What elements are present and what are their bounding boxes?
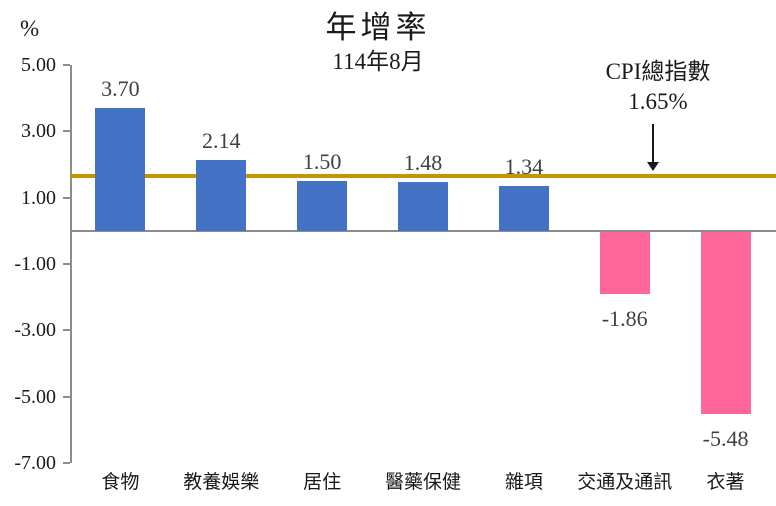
- y-tick-mark: [63, 64, 70, 66]
- y-tick-label: 1.00: [21, 186, 56, 209]
- category-label: 食物: [101, 472, 140, 493]
- y-tick-label: -1.00: [14, 253, 56, 275]
- bar-6: [599, 231, 650, 294]
- bar-5: [498, 186, 549, 231]
- x-axis-zero-line: [70, 229, 776, 232]
- bar-value-label: -5.48: [702, 425, 749, 451]
- chart-subtitle: 114年8月: [332, 49, 424, 74]
- category-label: 衣著: [706, 472, 745, 493]
- bar-4: [398, 181, 448, 231]
- cpi-annotation-value: 1.65%: [628, 89, 688, 114]
- bar-value-label: -1.86: [601, 305, 648, 331]
- down-arrow-icon: [647, 124, 659, 172]
- bar-7: [700, 231, 751, 414]
- y-axis-unit-label: %: [20, 16, 40, 41]
- bar-3: [297, 181, 348, 231]
- y-tick-mark: [63, 130, 70, 133]
- bar-value-label: 1.50: [302, 149, 342, 175]
- y-tick-mark: [63, 462, 70, 464]
- y-tick-label: 5.00: [21, 54, 56, 76]
- bar-2: [196, 159, 247, 231]
- y-axis-line: [70, 65, 72, 463]
- y-tick-mark: [63, 395, 70, 398]
- category-label: 交通及通訊: [577, 472, 673, 493]
- y-tick-mark: [63, 329, 70, 332]
- cpi-reference-line: [70, 174, 776, 179]
- y-tick-mark: [63, 196, 70, 199]
- y-tick-label: -3.00: [14, 319, 56, 342]
- y-tick-label: 3.00: [21, 120, 56, 143]
- bar-value-label: 2.14: [202, 127, 241, 153]
- category-label: 醫藥保健: [384, 472, 461, 493]
- chart-title: 年增率: [325, 10, 431, 45]
- category-label: 教養娛樂: [183, 472, 260, 493]
- cpi-annotation-label: CPI總指數: [605, 59, 711, 84]
- y-tick-label: -7.00: [14, 452, 56, 474]
- category-label: 雜項: [504, 472, 543, 493]
- bar-value-label: 1.34: [504, 154, 544, 180]
- cpi-annotation: CPI總指數 1.65%: [570, 58, 746, 116]
- bar-value-label: 1.48: [403, 149, 443, 175]
- bar-value-label: 3.70: [101, 76, 140, 102]
- y-tick-mark: [63, 263, 70, 265]
- bar-1: [95, 108, 146, 231]
- category-label: 居住: [303, 472, 342, 493]
- y-tick-label: -5.00: [14, 385, 56, 408]
- chart-header: 年增率 114年8月: [178, 10, 578, 75]
